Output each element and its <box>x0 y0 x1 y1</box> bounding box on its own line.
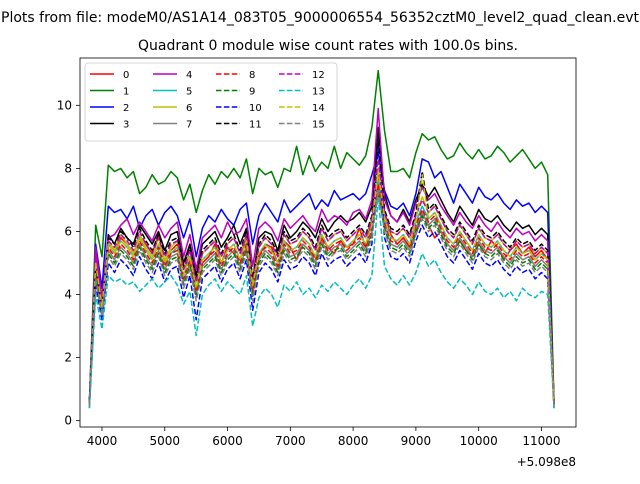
legend-label-5: 5 <box>186 87 192 98</box>
series-line-14 <box>88 170 555 405</box>
series-line-1 <box>88 69 555 402</box>
legend-label-15: 15 <box>312 120 325 131</box>
legend-label-14: 14 <box>312 103 325 114</box>
plot-area <box>88 69 555 409</box>
legend-label-6: 6 <box>186 103 192 114</box>
legend-label-8: 8 <box>249 70 255 81</box>
legend-label-2: 2 <box>123 103 129 114</box>
legend-label-13: 13 <box>312 87 325 98</box>
y-tick-label: 10 <box>57 98 72 112</box>
legend-box <box>84 62 338 142</box>
x-axis-offset-label: +5.098e8 <box>517 455 576 469</box>
x-tick-label: 10000 <box>460 434 498 448</box>
legend-label-4: 4 <box>186 70 192 81</box>
x-tick-label: 8000 <box>338 434 369 448</box>
y-tick-label: 2 <box>64 351 72 365</box>
legend-label-12: 12 <box>312 70 325 81</box>
legend-label-11: 11 <box>249 120 262 131</box>
legend-label-7: 7 <box>186 120 192 131</box>
legend-label-3: 3 <box>123 120 129 131</box>
series-line-15 <box>88 189 555 405</box>
axes: 4000 5000 6000 7000 8000 9000 10000 11000 0 2 4 6 8 1… <box>57 57 577 448</box>
x-tick-label: 9000 <box>401 434 432 448</box>
axes-frame <box>79 57 577 428</box>
x-tick-label: 4000 <box>87 434 118 448</box>
series-line-13 <box>88 196 555 409</box>
y-tick-label: 4 <box>64 288 72 302</box>
x-tick-label: 11000 <box>522 434 560 448</box>
figure-suptitle: Plots from file: modeM0/AS1A14_083T05_90… <box>1 10 639 26</box>
x-tick-label: 5000 <box>149 434 180 448</box>
series-line-10 <box>88 142 555 405</box>
series-line-12 <box>88 158 555 405</box>
y-tick-label: 0 <box>64 414 72 428</box>
legend-label-10: 10 <box>249 103 262 114</box>
series-line-5 <box>88 180 555 405</box>
series-line-8 <box>88 183 555 405</box>
x-tick-label: 7000 <box>275 434 306 448</box>
series-line-3 <box>88 126 555 402</box>
y-tick-label: 8 <box>64 161 72 175</box>
legend-label-1: 1 <box>123 87 129 98</box>
legend-label-0: 0 <box>123 70 129 81</box>
series-line-11 <box>88 136 555 402</box>
series-line-4 <box>88 107 555 402</box>
series-line-2 <box>88 151 555 405</box>
series-line-9 <box>88 192 555 405</box>
x-tick-label: 6000 <box>212 434 243 448</box>
series-line-7 <box>88 186 555 405</box>
y-tick-label: 6 <box>64 224 72 238</box>
chart-title: Quadrant 0 module wise count rates with … <box>138 38 518 54</box>
legend-label-9: 9 <box>249 87 255 98</box>
